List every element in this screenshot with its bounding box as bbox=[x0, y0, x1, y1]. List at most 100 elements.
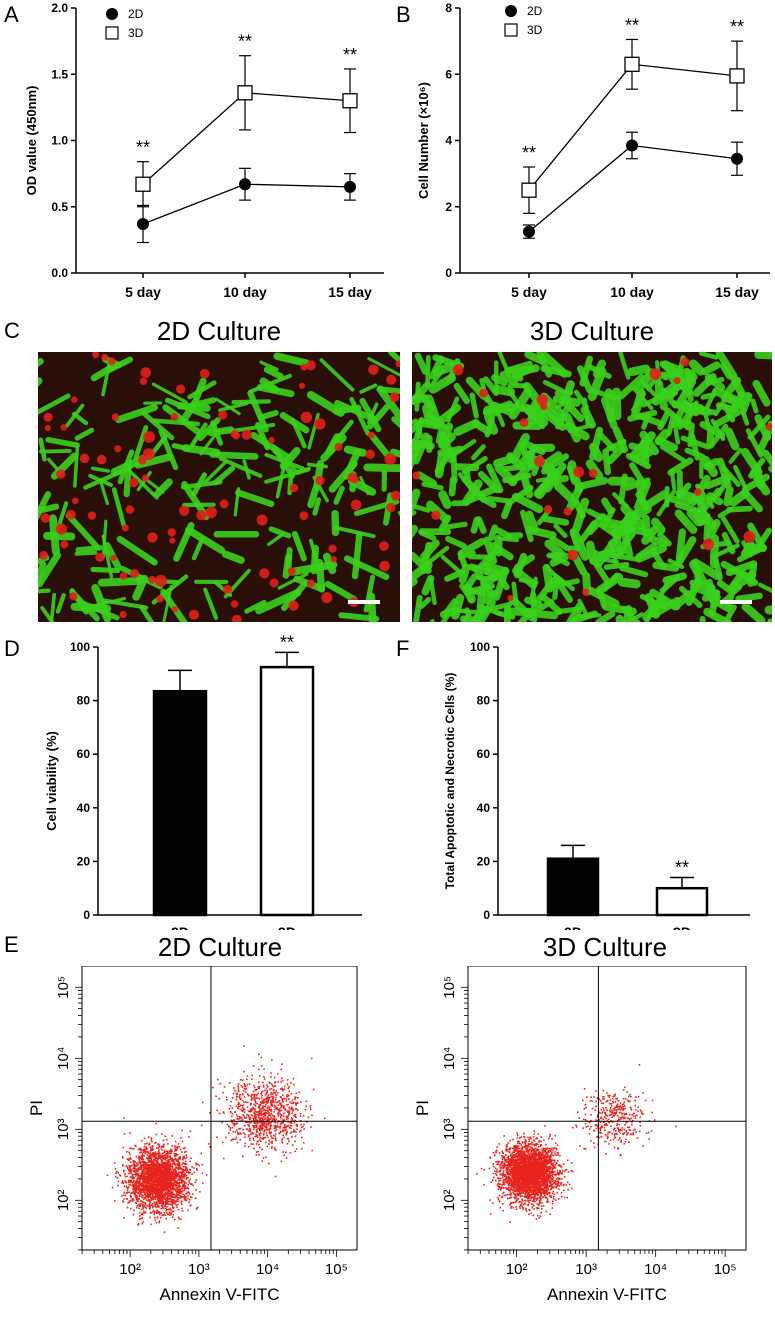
event-dot bbox=[237, 1101, 240, 1104]
event-dot bbox=[136, 1191, 138, 1193]
event-dot bbox=[235, 1114, 238, 1116]
event-dot bbox=[262, 1098, 265, 1101]
live-cell bbox=[619, 565, 649, 578]
live-cell bbox=[185, 526, 226, 554]
event-dot bbox=[143, 1166, 145, 1169]
event-dot bbox=[279, 1127, 281, 1129]
event-dot bbox=[270, 1131, 272, 1134]
dead-cell bbox=[288, 600, 299, 611]
dead-cell bbox=[72, 497, 79, 505]
event-dot bbox=[510, 1205, 513, 1208]
event-dot bbox=[162, 1179, 165, 1182]
event-dot bbox=[129, 1179, 131, 1182]
dead-cell bbox=[56, 469, 66, 479]
live-cell bbox=[613, 519, 637, 533]
event-dot bbox=[275, 1094, 277, 1096]
event-dot bbox=[250, 1121, 252, 1124]
live-cell bbox=[71, 411, 89, 426]
event-dot bbox=[272, 1101, 275, 1103]
event-dot bbox=[150, 1190, 153, 1192]
event-dot bbox=[268, 1118, 270, 1120]
event-dot bbox=[175, 1185, 177, 1187]
event-dot bbox=[170, 1178, 172, 1180]
y-tick-label: 40 bbox=[477, 801, 491, 815]
event-dot bbox=[167, 1160, 170, 1162]
event-dot bbox=[161, 1184, 164, 1186]
event-dot bbox=[178, 1161, 180, 1163]
event-dot bbox=[146, 1190, 148, 1193]
event-dot bbox=[115, 1170, 118, 1173]
event-dot bbox=[266, 1126, 268, 1128]
event-dot bbox=[168, 1180, 171, 1183]
event-dot bbox=[169, 1158, 172, 1161]
event-dot bbox=[296, 1128, 298, 1130]
event-dot bbox=[142, 1196, 144, 1199]
live-cell bbox=[625, 477, 651, 491]
point-2d bbox=[731, 152, 743, 165]
event-dot bbox=[226, 1099, 228, 1101]
event-dot bbox=[151, 1198, 153, 1201]
event-dot bbox=[152, 1172, 155, 1174]
event-dot bbox=[543, 1139, 545, 1141]
event-dot bbox=[267, 1096, 270, 1098]
event-dot bbox=[176, 1160, 178, 1163]
event-dot bbox=[268, 1129, 271, 1132]
event-dot bbox=[174, 1150, 176, 1152]
point-2d bbox=[344, 180, 356, 193]
event-dot bbox=[304, 1108, 307, 1111]
dead-cell bbox=[479, 388, 489, 398]
dead-cell bbox=[230, 600, 239, 608]
live-cell bbox=[351, 531, 363, 580]
event-dot bbox=[164, 1151, 166, 1153]
event-dot bbox=[159, 1194, 161, 1197]
dead-cell bbox=[536, 394, 549, 406]
dead-cell bbox=[60, 540, 69, 549]
event-dot bbox=[171, 1167, 174, 1169]
event-dot bbox=[141, 1183, 143, 1186]
event-dot bbox=[259, 1125, 262, 1128]
live-cell bbox=[754, 352, 772, 360]
event-dot bbox=[168, 1152, 171, 1154]
live-cell bbox=[484, 553, 494, 575]
live-cell bbox=[580, 405, 596, 429]
live-cell bbox=[525, 510, 539, 533]
event-dot bbox=[277, 1113, 279, 1116]
live-cell bbox=[391, 416, 400, 429]
event-dot bbox=[266, 1102, 268, 1104]
event-dot bbox=[127, 1167, 129, 1170]
event-dot bbox=[286, 1094, 288, 1096]
event-dot bbox=[254, 1122, 257, 1124]
event-dot bbox=[549, 1155, 551, 1157]
event-dot bbox=[149, 1177, 151, 1180]
dead-cell bbox=[259, 568, 270, 579]
event-dot bbox=[138, 1178, 141, 1181]
event-dot bbox=[243, 1096, 246, 1098]
live-cell bbox=[115, 403, 158, 424]
event-dot bbox=[188, 1181, 191, 1184]
event-dot bbox=[185, 1150, 187, 1153]
event-dot bbox=[282, 1115, 285, 1118]
event-dot bbox=[128, 1183, 130, 1186]
event-dot bbox=[150, 1154, 153, 1157]
event-dot bbox=[171, 1204, 173, 1207]
event-dot bbox=[244, 1117, 246, 1119]
live-cell bbox=[612, 492, 629, 508]
event-dot bbox=[166, 1208, 168, 1211]
event-dot bbox=[136, 1200, 139, 1202]
event-dot bbox=[142, 1206, 144, 1209]
event-dot bbox=[258, 1115, 260, 1117]
live-cell bbox=[748, 457, 766, 479]
event-dot bbox=[130, 1195, 132, 1197]
event-dot bbox=[185, 1167, 188, 1170]
event-dot bbox=[171, 1199, 173, 1201]
event-dot bbox=[173, 1206, 175, 1209]
y-axis-label: PI bbox=[413, 1100, 432, 1116]
event-dot bbox=[137, 1148, 140, 1151]
event-dot bbox=[234, 1138, 237, 1140]
event-dot bbox=[258, 1075, 261, 1077]
dead-cell bbox=[179, 505, 190, 516]
live-cell bbox=[173, 522, 195, 562]
live-cell bbox=[552, 572, 576, 592]
event-dot bbox=[287, 1138, 290, 1140]
event-dot bbox=[184, 1195, 187, 1198]
